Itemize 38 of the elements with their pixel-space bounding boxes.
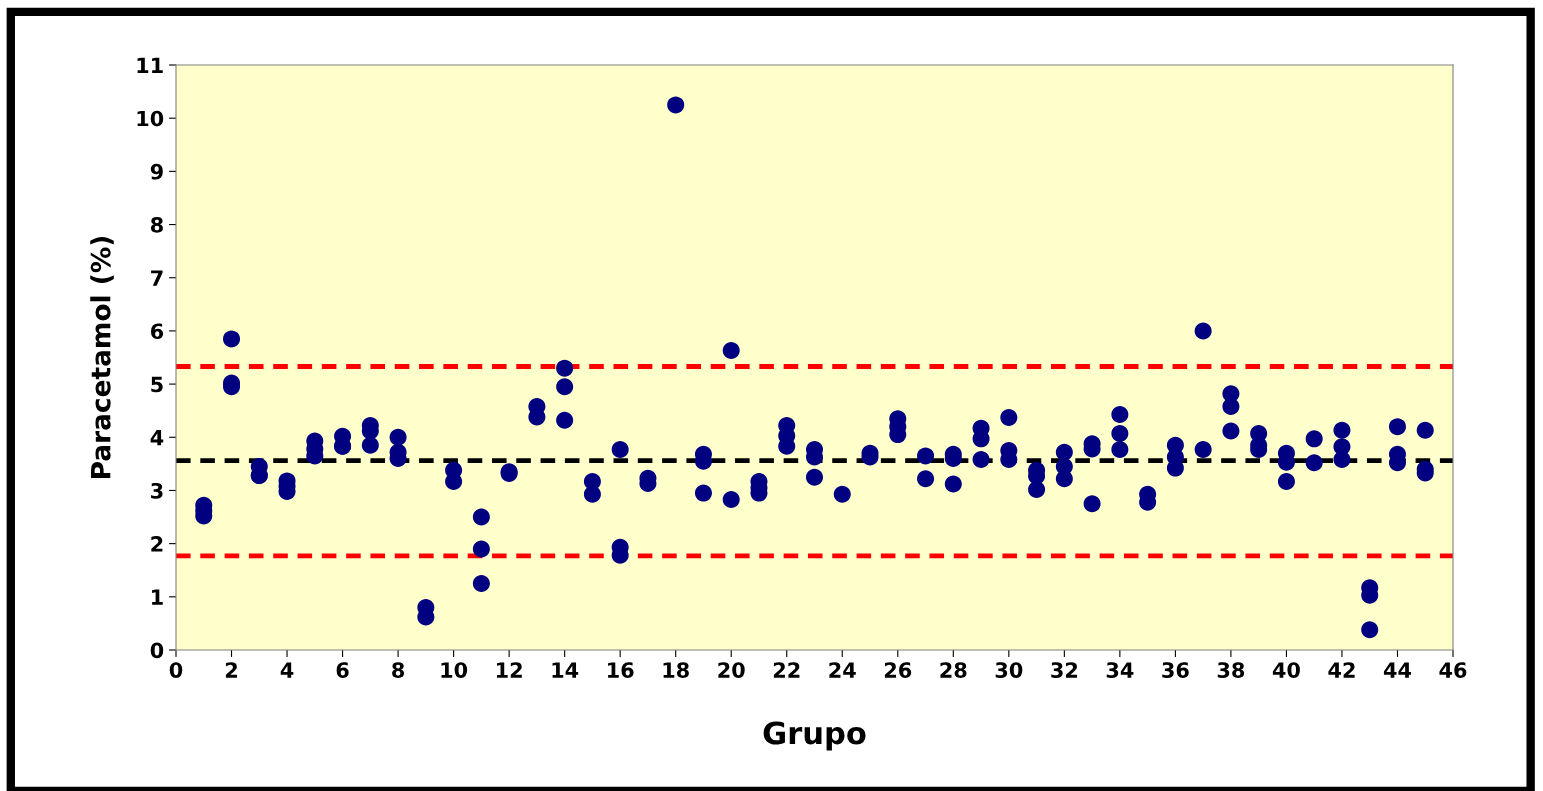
y-tick-label: 3 [151,482,163,499]
x-tick-label: 20 [718,662,745,678]
x-tick-label: 38 [1217,662,1245,678]
x-tick-label: 44 [1383,662,1412,678]
x-tick-label: 4 [280,662,294,678]
y-tick-label: 9 [150,163,163,180]
x-tick-label: 42 [1328,662,1355,678]
x-tick-label: 8 [392,662,405,678]
x-tick-label: 22 [773,662,800,678]
x-tick-label: 10 [441,662,468,678]
y-tick-label: 5 [151,376,163,393]
y-tick-label: 7 [151,270,163,286]
y-tick-label: 2 [151,536,163,552]
x-tick-label: 28 [940,662,967,678]
x-axis-title: Grupo [763,721,866,751]
y-axis-title: Paracetamol (%) [90,236,114,478]
y-tick-label: 6 [150,323,164,340]
x-tick-label: 18 [663,662,689,678]
x-tick-label: 46 [1439,662,1467,678]
x-tick-label: 2 [225,662,237,678]
x-tick-label: 12 [496,662,522,678]
x-tick-label: 6 [336,662,349,678]
y-tick-label: 10 [137,110,164,127]
y-tick-label: 0 [150,642,164,659]
y-tick-label: 8 [150,217,163,233]
x-tick-label: 36 [1162,662,1189,678]
x-tick-label: 32 [1051,662,1078,678]
x-tick-label: 14 [552,662,579,678]
x-tick-label: 26 [884,662,912,678]
y-tick-label: 11 [137,57,163,73]
y-tick-label: 4 [150,430,164,446]
x-tick-label: 34 [1106,662,1134,678]
x-tick-label: 24 [829,662,856,678]
x-tick-label: 16 [608,662,634,678]
x-tick-label: 30 [995,662,1023,678]
y-tick-label: 1 [152,589,163,605]
x-tick-label: 0 [169,662,183,678]
x-tick-label: 40 [1272,662,1300,678]
